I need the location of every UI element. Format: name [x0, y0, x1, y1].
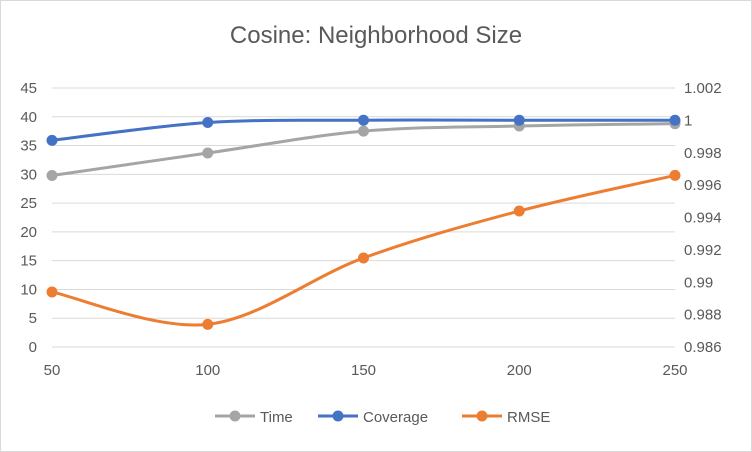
rmse-legend-label: RMSE: [507, 409, 550, 426]
series-lines: [50, 118, 677, 327]
y-left-tick-label: 40: [20, 109, 37, 126]
y-right-tick-label: 0.986: [684, 339, 722, 356]
y-right-tick-label: 0.994: [684, 210, 722, 227]
y-left-tick-label: 25: [20, 195, 37, 212]
rmse-data-point: [46, 286, 58, 298]
y-right-tick-label: 0.998: [684, 145, 722, 162]
y-axis-right: 0.986 0.988 0.99 0.992 0.994 0.996 0.998 1 1.002: [684, 80, 722, 356]
rmse-data-point: [202, 318, 214, 330]
rmse-legend-marker: [476, 410, 488, 422]
time-data-point: [358, 125, 369, 137]
y-left-tick-label: 20: [20, 224, 37, 241]
legend: Time Coverage RMSE: [215, 409, 550, 426]
coverage-data-point: [669, 114, 681, 126]
chart-title: Cosine: Neighborhood Size: [229, 22, 523, 49]
time-legend-label: Time: [260, 409, 293, 426]
coverage-data-point: [46, 134, 58, 146]
y-left-tick-label: 0: [29, 339, 37, 356]
rmse-series-line: [50, 173, 677, 327]
y-left-tick-label: 15: [20, 253, 37, 270]
coverage-legend-label: Coverage: [363, 409, 428, 426]
y-axis-left: 0 5 10 15 20 25 30 35 40 45: [20, 80, 37, 356]
y-left-tick-label: 10: [20, 281, 37, 298]
x-tick-label: 250: [662, 362, 687, 379]
y-left-tick-label: 5: [29, 310, 37, 327]
y-right-tick-label: 0.996: [684, 177, 722, 194]
y-right-tick-label: 0.99: [684, 274, 713, 291]
y-right-tick-label: 0.992: [684, 242, 722, 259]
rmse-data-point: [669, 169, 681, 181]
y-right-tick-label: 0.988: [684, 307, 722, 324]
coverage-data-point: [202, 117, 214, 129]
y-left-tick-label: 30: [20, 166, 37, 183]
coverage-data-point: [513, 114, 525, 126]
x-axis: 50 100 150 200 250: [44, 362, 688, 379]
y-left-tick-label: 45: [20, 80, 37, 97]
y-left-tick-label: 35: [20, 138, 37, 155]
coverage-legend-marker: [332, 410, 344, 422]
gridlines: [52, 87, 675, 348]
rmse-data-point: [358, 252, 369, 264]
time-data-point: [46, 169, 58, 181]
y-right-tick-label: 1: [684, 112, 692, 129]
x-tick-label: 200: [507, 362, 532, 379]
x-tick-label: 50: [44, 362, 61, 379]
time-legend-marker: [229, 410, 241, 422]
x-tick-label: 150: [351, 362, 376, 379]
x-tick-label: 100: [195, 362, 220, 379]
series-points: [46, 114, 681, 330]
y-right-tick-label: 1.002: [684, 80, 722, 97]
rmse-data-point: [513, 205, 525, 217]
coverage-data-point: [358, 114, 369, 126]
time-data-point: [202, 147, 214, 159]
